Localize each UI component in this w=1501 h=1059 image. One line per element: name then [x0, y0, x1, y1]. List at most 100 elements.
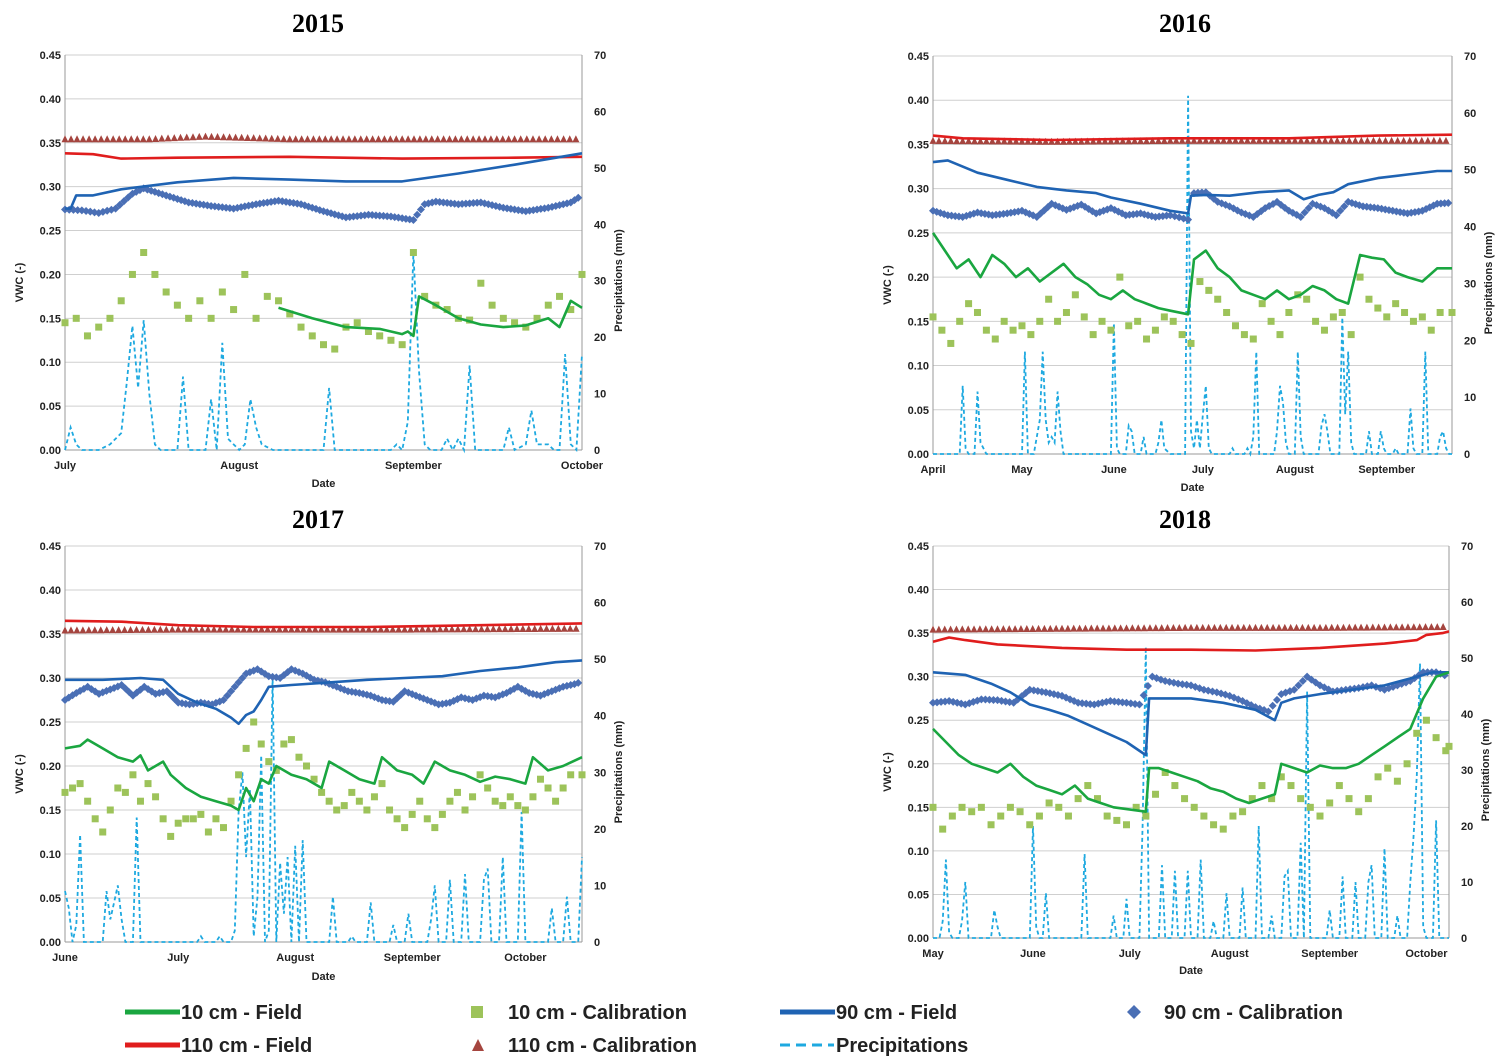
- calibration-point-10cm: [91, 815, 99, 823]
- calibration-point-10cm: [1219, 825, 1227, 833]
- calibration-point-10cm: [1006, 803, 1014, 811]
- calibration-point-10cm: [1436, 308, 1444, 316]
- calibration-point-110cm: [959, 137, 967, 145]
- calibration-point-110cm: [286, 135, 294, 143]
- calibration-point-110cm: [1345, 623, 1353, 631]
- calibration-point-110cm: [1363, 623, 1371, 631]
- calibration-point-10cm: [140, 249, 148, 256]
- calibration-point-110cm: [505, 135, 513, 143]
- calibration-point-110cm: [1424, 136, 1432, 144]
- calibration-point-110cm: [964, 625, 972, 633]
- calibration-point-110cm: [537, 624, 545, 632]
- calibration-point-110cm: [1131, 137, 1139, 145]
- legend: 10 cm - Field 10 cm - Calibration 90 cm - …: [125, 1002, 1343, 1057]
- calibration-point-10cm: [1445, 742, 1453, 750]
- calibration-point-10cm: [1392, 300, 1400, 308]
- x-tick-label: June: [1101, 464, 1127, 476]
- calibration-point-10cm: [297, 323, 305, 331]
- calibration-point-10cm: [152, 793, 160, 801]
- calibration-point-10cm: [1268, 795, 1276, 803]
- calibration-point-110cm: [210, 625, 218, 633]
- calibration-point-10cm: [446, 797, 454, 805]
- y-tick-label: 0.30: [40, 182, 61, 194]
- calibration-point-10cm: [310, 775, 318, 783]
- calibration-point-110cm: [1011, 625, 1019, 633]
- calibration-point-110cm: [481, 135, 489, 143]
- calibration-point-110cm: [1178, 136, 1186, 144]
- calibration-point-10cm: [167, 832, 175, 840]
- calibration-point-10cm: [929, 313, 937, 321]
- calibration-point-110cm: [371, 625, 379, 633]
- y2-tick-label: 10: [594, 389, 606, 401]
- calibration-point-10cm: [1187, 339, 1195, 347]
- calibration-point-110cm: [1327, 136, 1335, 144]
- calibration-point-110cm: [1018, 137, 1026, 145]
- calibration-point-110cm: [1208, 136, 1216, 144]
- calibration-point-110cm: [91, 626, 99, 634]
- calibration-point-110cm: [270, 625, 278, 633]
- y-tick-label: 0.00: [908, 933, 929, 945]
- calibration-point-110cm: [222, 625, 230, 633]
- calibration-point-10cm: [207, 314, 215, 322]
- calibration-point-110cm: [442, 625, 450, 633]
- calibration-point-110cm: [395, 625, 403, 633]
- y-tick-label: 0.00: [40, 445, 61, 457]
- calibration-point-110cm: [1316, 623, 1324, 631]
- y2-tick-label: 50: [594, 163, 606, 175]
- calibration-point-10cm: [938, 326, 946, 334]
- y2-tick-label: 20: [1464, 335, 1476, 347]
- calibration-point-110cm: [548, 624, 556, 632]
- x-tick-label: October: [1405, 948, 1448, 960]
- calibration-point-10cm: [398, 341, 406, 349]
- chart-panel-2017: 2017 0.00 0.05 0.10 0.15 0.20 0.25 0.30 0.35 0.40…: [14, 505, 625, 983]
- chart-panel-2016: 2016 0.00 0.05 0.10 0.15 0.20 0.25 0.30 0.35 0.40…: [882, 9, 1495, 494]
- calibration-point-110cm: [460, 625, 468, 633]
- calibration-point-10cm: [965, 300, 973, 308]
- calibration-point-110cm: [180, 625, 188, 633]
- calibration-point-110cm: [386, 135, 394, 143]
- calibration-point-10cm: [61, 788, 69, 796]
- calibration-point-110cm: [164, 134, 172, 142]
- calibration-point-110cm: [495, 625, 503, 633]
- legend-label: Precipitations: [836, 1035, 968, 1057]
- calibration-point-90cm: [223, 691, 232, 700]
- series-110cm-field: [932, 630, 1450, 652]
- calibration-point-10cm: [204, 828, 212, 836]
- calibration-point-110cm: [232, 133, 240, 141]
- calibration-point-110cm: [1252, 623, 1259, 631]
- calibration-point-110cm: [1412, 136, 1420, 144]
- calibration-point-10cm: [242, 744, 250, 752]
- calibration-point-110cm: [1237, 136, 1245, 144]
- calibration-point-110cm: [1309, 136, 1317, 144]
- y-tick-label: 0.15: [40, 313, 61, 325]
- calibration-point-10cm: [956, 317, 964, 325]
- x-tick-label: September: [1301, 948, 1359, 960]
- y-tick-label: 0.20: [908, 759, 929, 771]
- calibration-point-10cm: [1000, 317, 1008, 325]
- calibration-point-10cm: [197, 810, 205, 818]
- calibration-point-10cm: [1374, 304, 1382, 312]
- calibration-point-10cm: [95, 323, 103, 331]
- calibration-point-10cm: [1080, 313, 1088, 321]
- calibration-point-110cm: [466, 625, 474, 633]
- y2-tick-label: 0: [1464, 449, 1470, 461]
- calibration-point-10cm: [174, 819, 182, 827]
- calibration-point-110cm: [572, 624, 580, 632]
- calibration-point-110cm: [238, 133, 246, 141]
- calibration-point-110cm: [79, 626, 87, 634]
- calibration-point-10cm: [982, 326, 990, 334]
- calibration-point-110cm: [250, 134, 258, 142]
- calibration-point-110cm: [1328, 623, 1336, 631]
- x-tick-label: August: [276, 952, 314, 964]
- calibration-point-90cm: [1139, 691, 1148, 700]
- series-90cm-field: [932, 159, 1452, 215]
- calibration-point-10cm: [544, 301, 552, 309]
- calibration-point-10cm: [947, 339, 955, 347]
- calibration-point-110cm: [1070, 624, 1078, 632]
- calibration-point-110cm: [988, 625, 996, 633]
- calibration-point-110cm: [73, 626, 81, 634]
- calibration-point-110cm: [79, 135, 87, 143]
- x-tick-label: August: [220, 460, 258, 472]
- calibration-point-110cm: [276, 625, 284, 633]
- calibration-point-10cm: [1285, 308, 1293, 316]
